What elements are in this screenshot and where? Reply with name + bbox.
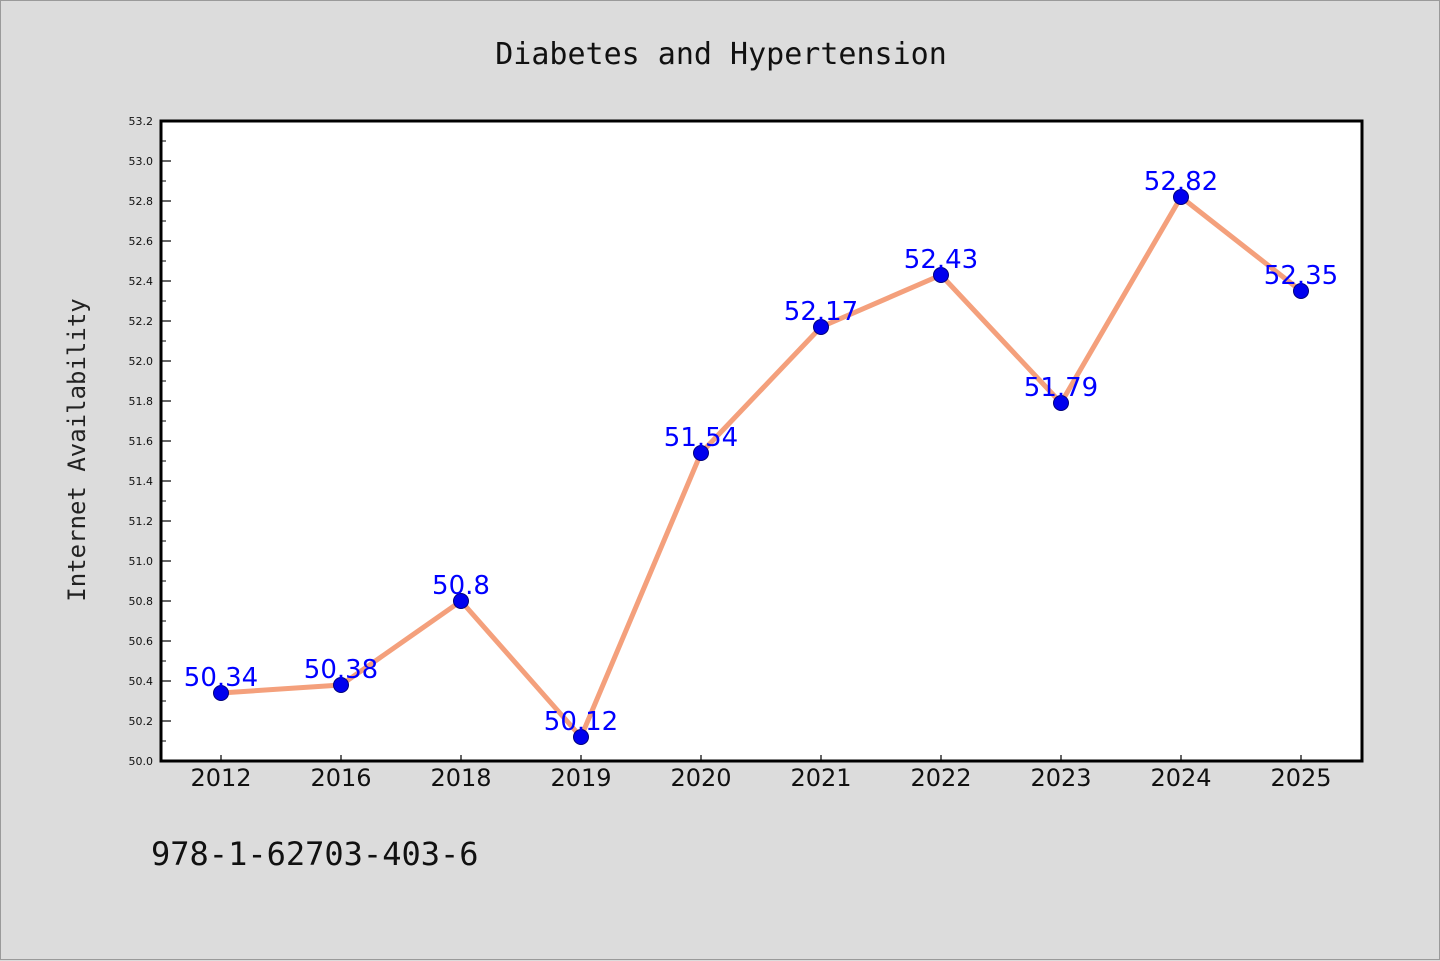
y-axis-label: Internet Availability [63, 298, 91, 601]
plot-frame [159, 119, 1364, 763]
y-tick-label: 51.0 [129, 555, 154, 568]
y-tick-label: 50.2 [129, 715, 154, 728]
y-tick-label: 53.2 [129, 115, 154, 128]
y-tick-label: 51.8 [129, 395, 154, 408]
data-point [693, 445, 709, 461]
x-tick-label: 2022 [910, 764, 971, 792]
y-tick-label: 51.4 [129, 475, 154, 488]
isbn-text: 978-1-62703-403-6 [151, 835, 479, 873]
x-tick-label: 2019 [550, 764, 611, 792]
data-label: 50.34 [184, 663, 258, 693]
x-tick-label: 2018 [430, 764, 491, 792]
series-group [213, 189, 1309, 745]
y-tick-label: 50.6 [129, 635, 154, 648]
data-point [1293, 283, 1309, 299]
data-point [933, 267, 949, 283]
x-tick-label: 2023 [1030, 764, 1091, 792]
data-label: 52.43 [904, 245, 978, 275]
series-line [218, 194, 1304, 740]
x-axis-ticks: 2012 2016 2018 2019 2020 2021 2022 2023 2024 2025 [190, 755, 1332, 792]
data-label: 51.54 [664, 423, 738, 453]
y-tick-label: 50.4 [129, 675, 154, 688]
y-tick-label: 52.2 [129, 315, 154, 328]
data-point [453, 593, 469, 609]
y-tick-label: 53.0 [129, 155, 154, 168]
data-label: 52.82 [1144, 167, 1218, 197]
y-axis-ticks: 50.0 50.2 50.4 50.6 50.8 51.0 51.2 51.4 51.6 51.8… [129, 115, 171, 768]
x-tick-label: 2025 [1270, 764, 1331, 792]
data-point [573, 729, 589, 745]
data-point [213, 685, 229, 701]
data-label: 51.79 [1024, 373, 1098, 403]
data-point [333, 677, 349, 693]
x-tick-label: 2012 [190, 764, 251, 792]
x-tick-label: 2024 [1150, 764, 1211, 792]
y-tick-label: 52.8 [129, 195, 154, 208]
y-tick-label: 50.0 [129, 755, 154, 768]
data-label: 50.8 [432, 571, 490, 601]
data-label: 52.17 [784, 297, 858, 327]
x-tick-label: 2020 [670, 764, 731, 792]
x-tick-label: 2016 [310, 764, 371, 792]
data-point [1053, 395, 1069, 411]
data-point [1173, 189, 1189, 205]
data-label: 52.35 [1264, 261, 1338, 291]
y-tick-label: 51.6 [129, 435, 154, 448]
y-tick-label: 52.4 [129, 275, 154, 288]
data-label: 50.12 [544, 707, 618, 737]
y-tick-label: 52.6 [129, 235, 154, 248]
data-point [813, 319, 829, 335]
data-labels-group: 50.34 50.38 50.8 50.12 51.54 52.17 52.43 51.79 5… [184, 167, 1338, 737]
y-tick-label: 51.2 [129, 515, 154, 528]
data-label: 50.38 [304, 655, 378, 685]
y-tick-label: 50.8 [129, 595, 154, 608]
y-tick-label: 52.0 [129, 355, 154, 368]
chart-title: Diabetes and Hypertension [495, 37, 947, 72]
x-tick-label: 2021 [790, 764, 851, 792]
